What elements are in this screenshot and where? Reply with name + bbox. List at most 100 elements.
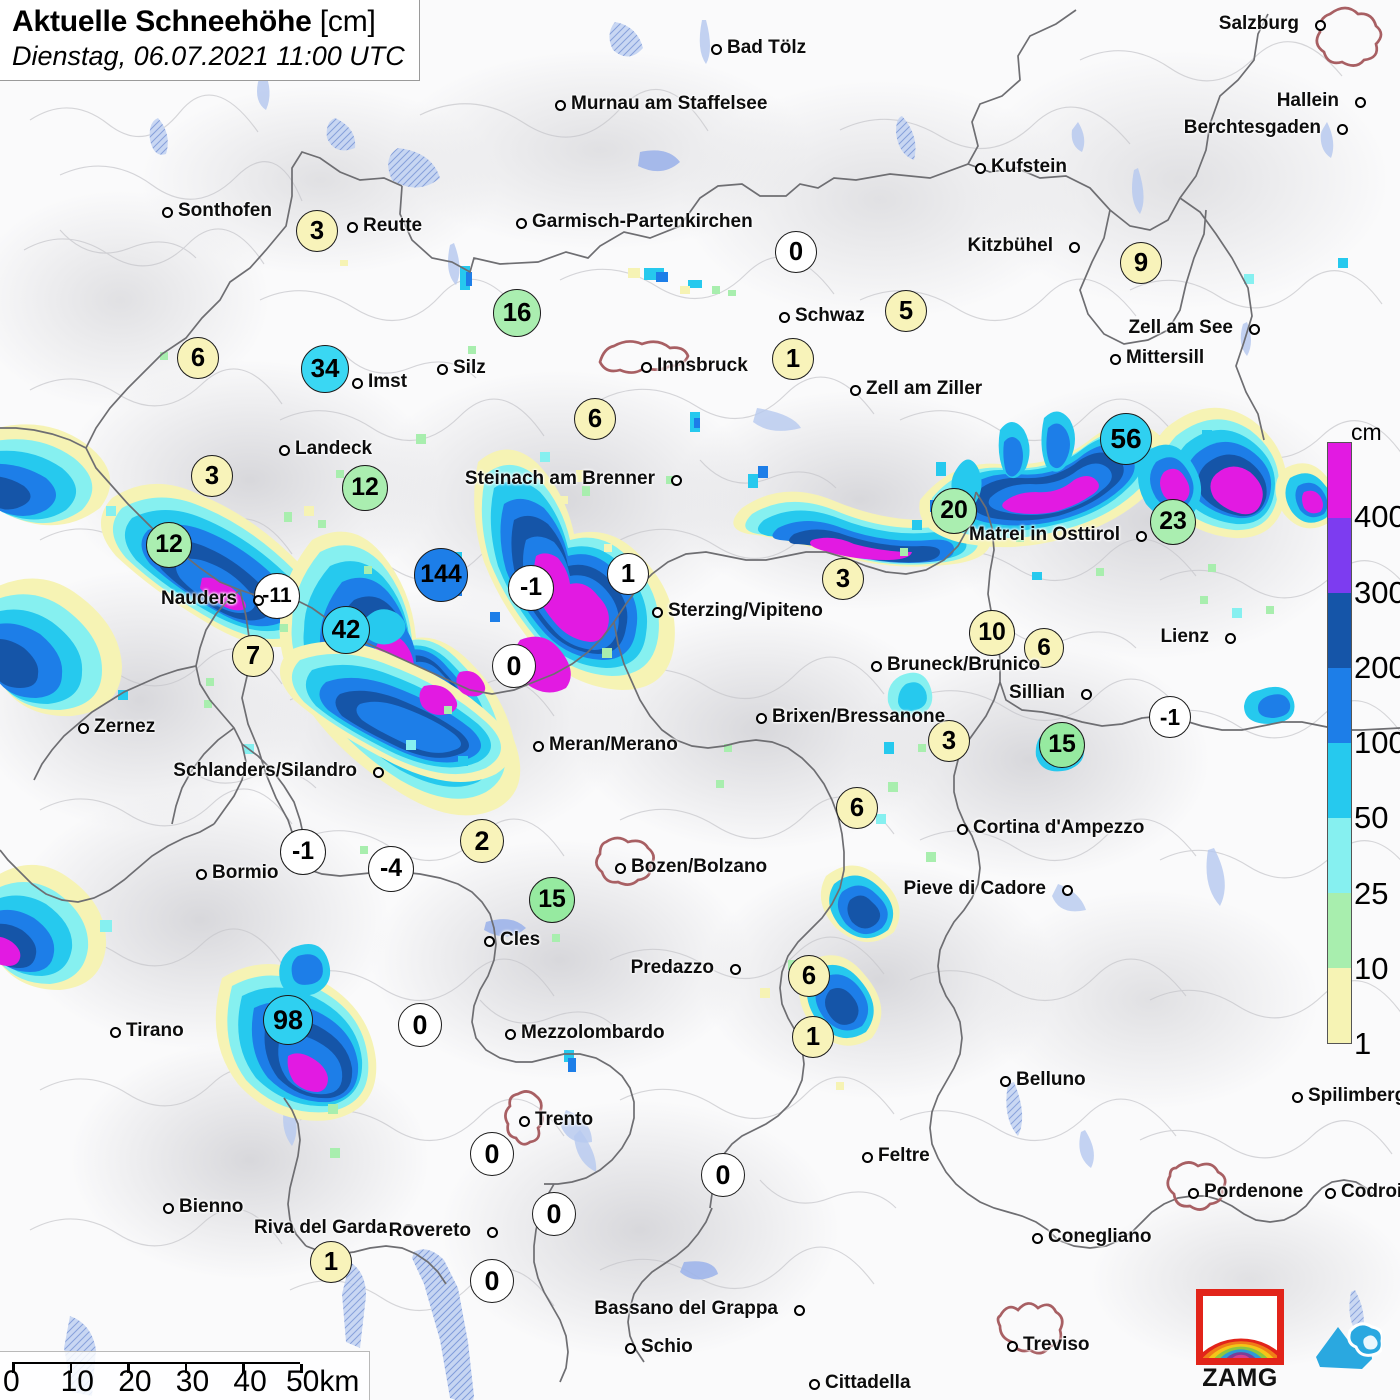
city-name: Bruneck/Brunico — [887, 654, 1041, 675]
station-marker[interactable]: 6 — [836, 787, 878, 829]
station-marker[interactable]: 23 — [1150, 499, 1196, 545]
city-name: Pieve di Cadore — [903, 878, 1046, 899]
station-marker[interactable]: 0 — [398, 1003, 442, 1047]
city-marker-icon — [279, 445, 290, 456]
station-value: 6 — [587, 404, 603, 433]
station-marker[interactable]: 5 — [885, 290, 927, 332]
station-marker[interactable]: 1 — [772, 338, 814, 380]
city-name: Tirano — [126, 1020, 184, 1041]
station-marker[interactable]: 1 — [310, 1241, 352, 1283]
station-marker[interactable]: 1 — [792, 1016, 834, 1058]
station-value: 0 — [788, 237, 804, 266]
legend-label: 10 — [1354, 950, 1389, 986]
station-marker[interactable]: 7 — [232, 635, 274, 677]
station-marker[interactable]: 1 — [607, 553, 649, 595]
station-marker[interactable]: 20 — [931, 488, 977, 534]
city-name: Predazzo — [630, 957, 714, 978]
mountain-cloud-icon — [1316, 1322, 1382, 1369]
station-marker[interactable]: 144 — [414, 548, 468, 602]
scale-tick-label: 0 — [3, 1365, 20, 1398]
station-marker[interactable]: 0 — [470, 1259, 514, 1303]
station-value: 0 — [484, 1138, 500, 1169]
city-marker-icon — [1000, 1076, 1011, 1087]
station-value: -1 — [291, 838, 315, 865]
title-unit: [cm] — [319, 5, 376, 38]
city-marker-icon — [957, 824, 968, 835]
station-marker[interactable]: 9 — [1120, 242, 1162, 284]
station-marker[interactable]: 12 — [146, 522, 192, 568]
station-marker[interactable]: 16 — [493, 289, 541, 337]
station-marker[interactable]: 15 — [529, 877, 575, 923]
station-marker[interactable]: 0 — [532, 1192, 576, 1236]
legend-band — [1328, 443, 1351, 518]
city-marker-icon — [162, 207, 173, 218]
station-marker[interactable]: -1 — [280, 829, 326, 875]
legend-label: 400 — [1354, 499, 1400, 535]
station-marker[interactable]: 0 — [470, 1132, 514, 1176]
title-timestamp: Dienstag, 06.07.2021 11:00 UTC — [12, 40, 405, 71]
station-value: 9 — [1133, 248, 1149, 277]
station-value: 0 — [546, 1198, 562, 1229]
city-name: Sterzing/Vipiteno — [668, 600, 823, 621]
city-marker-icon — [625, 1343, 636, 1354]
city-name: Rovereto — [388, 1220, 471, 1241]
station-value: 7 — [245, 641, 261, 670]
legend-label: 300 — [1354, 574, 1400, 610]
station-marker[interactable]: 56 — [1100, 413, 1152, 465]
station-value: 144 — [420, 561, 462, 588]
station-marker[interactable]: -1 — [508, 565, 554, 611]
station-marker[interactable]: 12 — [342, 465, 388, 511]
station-marker[interactable]: 3 — [191, 455, 233, 497]
scale-tick — [184, 1364, 188, 1373]
city-name: Schlanders/Silandro — [173, 760, 357, 781]
station-marker[interactable]: 15 — [1039, 722, 1085, 768]
station-value: 0 — [506, 650, 522, 681]
city-name: Brixen/Bressanone — [772, 706, 946, 727]
station-marker[interactable]: 0 — [775, 231, 817, 273]
station-marker[interactable]: 2 — [460, 819, 504, 863]
city-name: Schwaz — [795, 305, 865, 326]
station-value: 1 — [620, 559, 636, 588]
station-marker[interactable]: 3 — [822, 558, 864, 600]
city-name: Conegliano — [1048, 1226, 1152, 1247]
station-marker[interactable]: 6 — [1024, 628, 1064, 668]
city-marker-icon — [1188, 1188, 1199, 1199]
station-marker[interactable]: 10 — [969, 610, 1015, 656]
city-name: Nauders — [160, 588, 237, 609]
station-marker[interactable]: 3 — [928, 720, 970, 762]
station-marker[interactable]: 42 — [322, 606, 370, 654]
city-name: Treviso — [1023, 1334, 1090, 1355]
station-marker[interactable]: 0 — [492, 644, 536, 688]
city-name: Kufstein — [991, 156, 1067, 177]
station-value: 12 — [351, 474, 379, 501]
station-marker[interactable]: 0 — [701, 1153, 745, 1197]
title-box: Aktuelle Schneehöhe [cm] Dienstag, 06.07… — [0, 0, 420, 81]
station-value: 1 — [805, 1022, 821, 1051]
station-value: 6 — [190, 343, 206, 372]
city-name: Innsbruck — [657, 355, 748, 376]
station-marker[interactable]: 3 — [296, 210, 338, 252]
station-marker[interactable]: 34 — [301, 345, 349, 393]
city-marker-icon — [1325, 1188, 1336, 1199]
station-marker[interactable]: -4 — [368, 846, 414, 892]
station-marker[interactable]: 6 — [177, 337, 219, 379]
city-name: Bassano del Grappa — [594, 1298, 778, 1319]
city-name: Pordenone — [1204, 1181, 1304, 1202]
station-marker[interactable]: 6 — [574, 398, 616, 440]
city-marker-icon — [711, 44, 722, 55]
station-value: 1 — [785, 344, 801, 373]
city-marker-icon — [1081, 689, 1092, 700]
station-marker[interactable]: -1 — [1149, 696, 1191, 738]
station-marker[interactable]: 6 — [788, 955, 830, 997]
city-name: Riva del Garda — [253, 1217, 387, 1238]
city-name: Berchtesgaden — [1183, 117, 1321, 138]
city-name: Steinach am Brenner — [464, 468, 655, 489]
city-marker-icon — [809, 1379, 820, 1390]
legend-label: 25 — [1354, 875, 1389, 911]
city-marker-icon — [850, 385, 861, 396]
city-name: Lienz — [1160, 626, 1209, 647]
station-marker[interactable]: 98 — [263, 995, 313, 1045]
city-marker-icon — [437, 364, 448, 375]
city-marker-icon — [1355, 97, 1366, 108]
